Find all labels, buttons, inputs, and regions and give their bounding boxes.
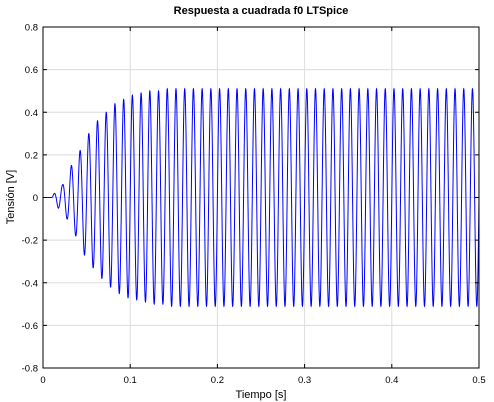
x-tick-label: 0.1 xyxy=(124,375,137,386)
x-tick-label: 0 xyxy=(40,375,45,386)
y-tick-label: 0.6 xyxy=(25,65,38,76)
y-axis-label: Tensión [V] xyxy=(5,170,17,224)
ticks: 0 0.1 0.2 0.3 0.4 0.5 -0.8 -0.6 -0.4 -0.2 0 0.2 0.4 0… xyxy=(22,23,486,387)
chart-title: Respuesta a cuadrada f0 LTSpice xyxy=(174,5,349,17)
y-tick-label: -0.6 xyxy=(22,321,38,332)
x-tick-label: 0.4 xyxy=(385,375,398,386)
y-tick-label: 0.2 xyxy=(25,150,38,161)
x-tick-label: 0.2 xyxy=(211,375,224,386)
y-tick-label: 0 xyxy=(33,193,38,204)
y-tick-label: -0.2 xyxy=(22,236,38,247)
y-tick-label: -0.8 xyxy=(22,364,38,375)
x-tick-label: 0.3 xyxy=(298,375,311,386)
y-tick-label: 0.8 xyxy=(25,23,38,34)
x-axis-label: Tiempo [s] xyxy=(236,389,287,401)
y-tick-label: 0.4 xyxy=(25,108,38,119)
y-tick-label: -0.4 xyxy=(22,278,38,289)
series-group xyxy=(43,87,480,308)
x-tick-label: 0.5 xyxy=(472,375,485,386)
series-line xyxy=(43,87,480,308)
